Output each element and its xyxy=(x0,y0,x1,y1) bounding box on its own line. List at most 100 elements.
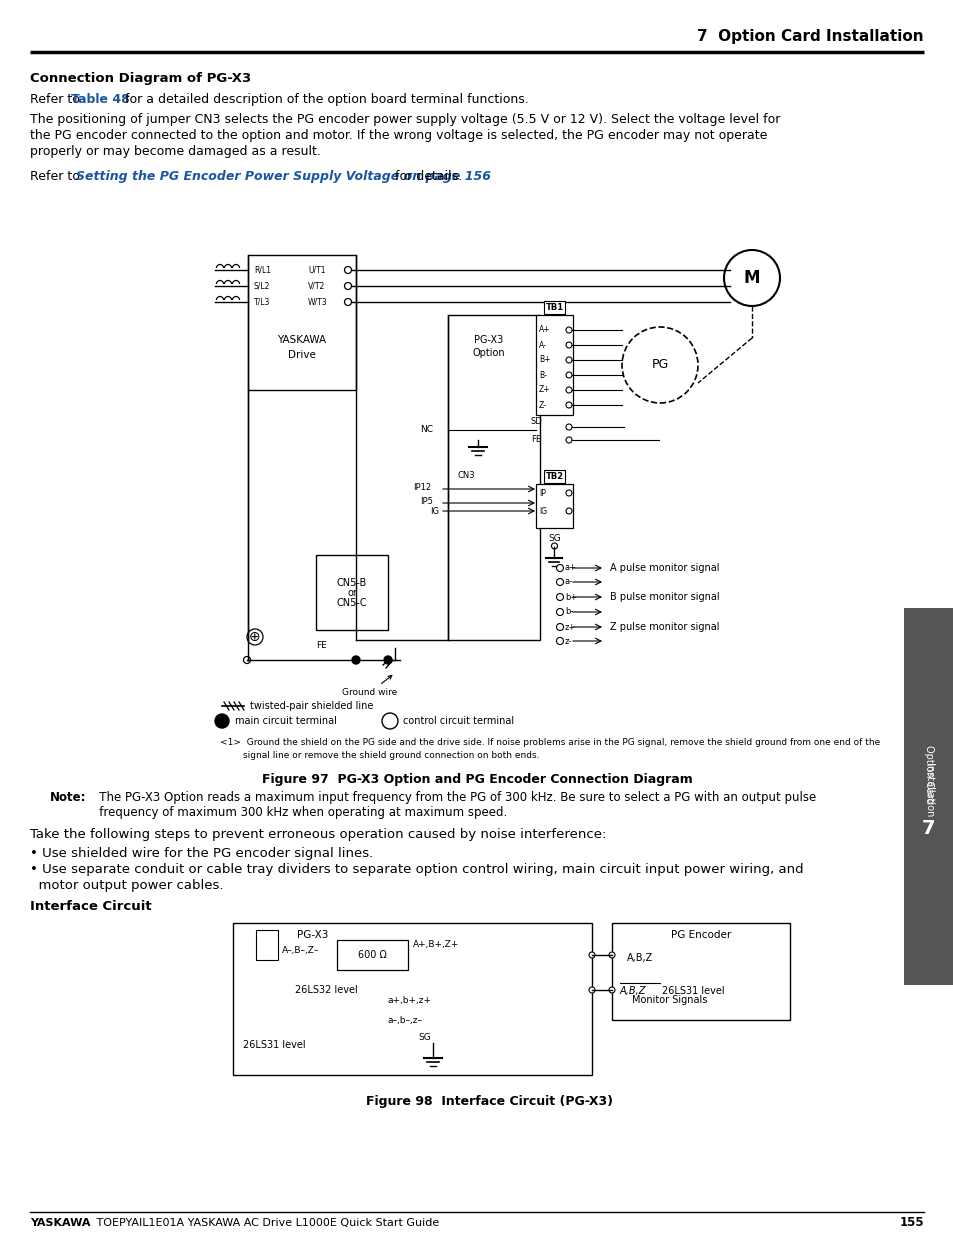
Text: CN5-C: CN5-C xyxy=(336,598,367,608)
Text: YASKAWA: YASKAWA xyxy=(277,335,326,345)
Bar xyxy=(255,930,277,960)
Text: NC: NC xyxy=(419,426,433,435)
Text: Ground wire: Ground wire xyxy=(342,676,397,697)
Circle shape xyxy=(608,952,615,958)
Text: CN3: CN3 xyxy=(457,471,476,479)
Circle shape xyxy=(565,327,572,333)
Text: W/T3: W/T3 xyxy=(308,298,327,306)
Text: R/L1: R/L1 xyxy=(253,266,271,274)
Circle shape xyxy=(556,578,563,585)
Text: Table 48: Table 48 xyxy=(71,93,130,106)
Text: Drive: Drive xyxy=(288,350,315,359)
Circle shape xyxy=(565,403,572,408)
Bar xyxy=(903,608,953,986)
Text: The PG-X3 Option reads a maximum input frequency from the PG of 300 kHz. Be sure: The PG-X3 Option reads a maximum input f… xyxy=(88,790,816,804)
Bar xyxy=(536,315,573,415)
Bar xyxy=(612,923,789,1020)
Text: b-: b- xyxy=(564,608,573,616)
Text: PG-X3: PG-X3 xyxy=(474,335,503,345)
Text: TB2: TB2 xyxy=(545,472,563,480)
Text: FE: FE xyxy=(315,641,327,651)
Circle shape xyxy=(344,283,351,289)
Text: a+: a+ xyxy=(564,563,577,573)
Circle shape xyxy=(551,543,557,550)
Text: • Use separate conduit or cable tray dividers to separate option control wiring,: • Use separate conduit or cable tray div… xyxy=(30,863,802,876)
Circle shape xyxy=(565,342,572,348)
Circle shape xyxy=(344,267,351,273)
Text: 600 Ω: 600 Ω xyxy=(357,950,387,960)
Circle shape xyxy=(243,657,251,663)
Text: B pulse monitor signal: B pulse monitor signal xyxy=(609,592,719,601)
Text: Connection Diagram of PG-X3: Connection Diagram of PG-X3 xyxy=(30,72,251,85)
Text: A–,B–,Z–: A–,B–,Z– xyxy=(282,946,319,955)
Text: Z+: Z+ xyxy=(538,385,550,394)
Circle shape xyxy=(565,508,572,514)
Circle shape xyxy=(565,490,572,496)
Circle shape xyxy=(556,564,563,572)
Text: • Use shielded wire for the PG encoder signal lines.: • Use shielded wire for the PG encoder s… xyxy=(30,847,373,860)
Text: S/L2: S/L2 xyxy=(253,282,270,290)
Text: U/T1: U/T1 xyxy=(308,266,325,274)
Circle shape xyxy=(381,713,397,729)
Text: z-: z- xyxy=(564,636,572,646)
Text: Z-: Z- xyxy=(538,400,546,410)
Text: properly or may become damaged as a result.: properly or may become damaged as a resu… xyxy=(30,144,320,158)
Text: Monitor Signals: Monitor Signals xyxy=(631,995,706,1005)
Bar xyxy=(248,254,355,390)
Text: A-: A- xyxy=(538,341,546,350)
Text: IG: IG xyxy=(430,506,438,515)
Circle shape xyxy=(565,357,572,363)
Text: twisted-pair shielded line: twisted-pair shielded line xyxy=(250,701,373,711)
Text: for details.: for details. xyxy=(391,170,461,183)
Circle shape xyxy=(565,387,572,393)
Text: B+: B+ xyxy=(538,356,550,364)
Text: Option: Option xyxy=(472,348,505,358)
Text: 26LS31 level: 26LS31 level xyxy=(661,986,724,995)
Text: signal line or remove the shield ground connection on both ends.: signal line or remove the shield ground … xyxy=(243,751,539,760)
Text: A+: A+ xyxy=(538,326,550,335)
Text: SG: SG xyxy=(417,1034,431,1042)
Bar xyxy=(536,484,573,529)
Text: PG: PG xyxy=(651,358,668,372)
Circle shape xyxy=(565,424,572,430)
Circle shape xyxy=(556,609,563,615)
Text: Take the following steps to prevent erroneous operation caused by noise interfer: Take the following steps to prevent erro… xyxy=(30,827,606,841)
Text: M: M xyxy=(743,269,760,287)
Circle shape xyxy=(621,327,698,403)
Circle shape xyxy=(556,624,563,631)
Text: B-: B- xyxy=(538,370,546,379)
Text: for a detailed description of the option board terminal functions.: for a detailed description of the option… xyxy=(121,93,528,106)
Text: V/T2: V/T2 xyxy=(308,282,325,290)
Bar xyxy=(233,923,592,1074)
Circle shape xyxy=(247,629,263,645)
Text: 26LS31 level: 26LS31 level xyxy=(243,1040,305,1050)
Bar xyxy=(448,315,539,640)
Text: IP: IP xyxy=(538,489,545,498)
Text: <1>  Ground the shield on the PG side and the drive side. If noise problems aris: <1> Ground the shield on the PG side and… xyxy=(220,739,880,747)
Text: IP12: IP12 xyxy=(413,483,431,493)
Circle shape xyxy=(588,952,595,958)
Text: Installation: Installation xyxy=(923,763,933,818)
Circle shape xyxy=(565,372,572,378)
Circle shape xyxy=(565,437,572,443)
Text: Interface Circuit: Interface Circuit xyxy=(30,900,152,913)
Text: The positioning of jumper CN3 selects the PG encoder power supply voltage (5.5 V: The positioning of jumper CN3 selects th… xyxy=(30,112,780,126)
Text: 26LS32 level: 26LS32 level xyxy=(294,986,357,995)
Text: 7: 7 xyxy=(922,819,935,839)
Text: IP5: IP5 xyxy=(419,496,433,505)
Circle shape xyxy=(214,714,229,727)
Text: FE: FE xyxy=(531,436,540,445)
Circle shape xyxy=(352,656,359,664)
Text: Setting the PG Encoder Power Supply Voltage on page 156: Setting the PG Encoder Power Supply Volt… xyxy=(76,170,491,183)
Text: 7  Option Card Installation: 7 Option Card Installation xyxy=(697,30,923,44)
Text: SG: SG xyxy=(548,534,560,543)
Text: a–,b–,z–: a–,b–,z– xyxy=(388,1015,422,1025)
Text: control circuit terminal: control circuit terminal xyxy=(402,716,514,726)
Text: Z pulse monitor signal: Z pulse monitor signal xyxy=(609,622,719,632)
Text: Refer to: Refer to xyxy=(30,170,84,183)
Text: TB1: TB1 xyxy=(545,303,563,312)
Text: z+: z+ xyxy=(564,622,576,631)
Circle shape xyxy=(588,987,595,993)
Text: Note:: Note: xyxy=(50,790,87,804)
Text: PG-X3: PG-X3 xyxy=(297,930,329,940)
